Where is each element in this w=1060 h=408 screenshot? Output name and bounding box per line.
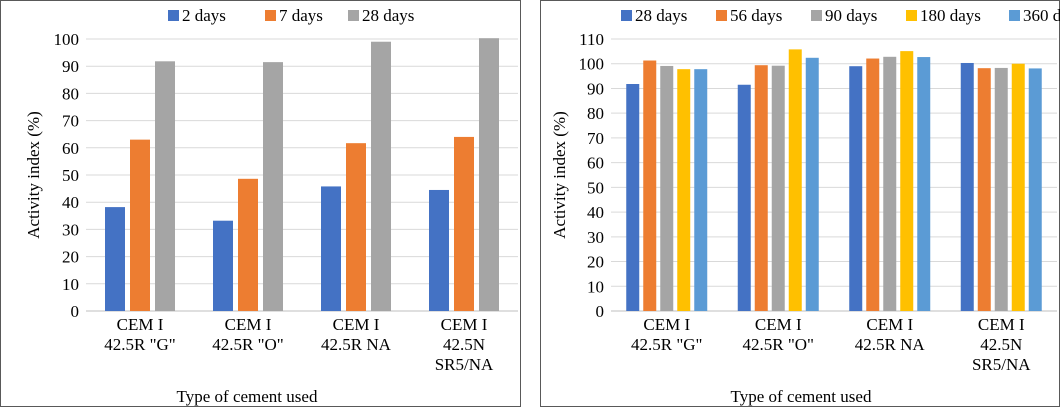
bar-7-days-4	[454, 136, 474, 311]
chart-svg-right: 0 10 20 30 40 50 60 70 80 90 100 110 CEM I 42.5R "G" C…	[550, 6, 1060, 406]
legend-swatch	[1009, 10, 1020, 21]
x-tick-label: CEM I 42.5R NA	[855, 315, 926, 354]
legend-swatch	[168, 10, 179, 21]
bar-2-days-2	[213, 220, 233, 311]
bar-360-days-3	[917, 57, 931, 312]
bar-2-days-1	[105, 207, 125, 311]
x-axis-label: Type of cement used	[731, 387, 872, 406]
y-tick-label: 30	[62, 220, 79, 239]
y-tick-label: 80	[62, 84, 79, 103]
y-tick-label: 100	[579, 55, 605, 74]
legend-swatch	[811, 10, 822, 21]
bar-56-days-1	[643, 60, 657, 311]
bar-180-days-1	[677, 69, 691, 312]
legend-label: 2 days	[182, 6, 226, 25]
y-tick-label: 60	[62, 139, 79, 158]
legend-label: 90 days	[825, 6, 877, 25]
bar-360-days-4	[1028, 68, 1042, 312]
bar-7-days-3	[346, 143, 366, 311]
x-tick-label: CEM I 42.5N SR5/NA	[972, 315, 1031, 374]
y-tick-label: 90	[587, 79, 604, 98]
bar-56-days-2	[754, 65, 768, 311]
legend-swatch	[906, 10, 917, 21]
y-tick-label: 10	[62, 275, 79, 294]
bar-56-days-4	[977, 68, 991, 311]
bar-7-days-1	[130, 139, 150, 311]
y-tick-label: 20	[62, 248, 79, 267]
bar-28-days-4	[479, 38, 499, 312]
y-tick-label: 60	[587, 154, 604, 173]
y-tick-label: 70	[587, 129, 604, 148]
y-tick-label: 20	[587, 253, 604, 272]
legend-swatch	[716, 10, 727, 21]
legend-label: 360 days	[1023, 6, 1060, 25]
bar-90-days-3	[883, 56, 897, 311]
bar-2-days-4	[429, 189, 449, 311]
bar-7-days-2	[238, 178, 258, 311]
legend-swatch	[348, 10, 359, 21]
y-tick-label: 80	[587, 104, 604, 123]
bar-28-days-2	[263, 62, 283, 312]
bar-180-days-4	[1011, 63, 1025, 312]
y-tick-label: 50	[62, 166, 79, 185]
x-axis-label: Type of cement used	[177, 387, 318, 406]
chart-panel-left: 0 10 20 30 40 50 60 70 80 90 100 CEM I 42.5R "G" CEM …	[0, 0, 521, 407]
bar-28-days-4	[960, 62, 974, 311]
x-tick-label: CEM I 42.5R "G"	[631, 315, 703, 354]
x-tick-label: CEM I 42.5N SR5/NA	[435, 315, 494, 374]
legend-swatch	[265, 10, 276, 21]
bar-360-days-2	[805, 57, 819, 312]
legend-label: 7 days	[279, 6, 323, 25]
bar-28-days-1	[155, 61, 175, 311]
x-tick-label: CEM I 42.5R "O"	[743, 315, 815, 354]
x-tick-label: CEM I 42.5R NA	[321, 315, 392, 354]
legend-label: 28 days	[362, 6, 414, 25]
bar-28-days-3	[371, 41, 391, 311]
chart-panel-right: 0 10 20 30 40 50 60 70 80 90 100 110 CEM I 42.5R "G" C…	[540, 0, 1060, 407]
y-tick-label: 50	[587, 178, 604, 197]
y-tick-label: 30	[587, 228, 604, 247]
chart-svg-left: 0 10 20 30 40 50 60 70 80 90 100 CEM I 42.5R "G" CEM …	[24, 6, 518, 406]
y-tick-label: 40	[62, 193, 79, 212]
x-tick-label: CEM I 42.5R "O"	[212, 315, 284, 354]
y-tick-label: 40	[587, 203, 604, 222]
y-tick-label: 0	[596, 302, 605, 321]
y-axis-label: Activity index (%)	[24, 111, 43, 238]
bar-28-days-2	[737, 84, 751, 311]
y-tick-label: 100	[54, 30, 80, 49]
y-tick-label: 90	[62, 57, 79, 76]
y-tick-label: 0	[71, 302, 80, 321]
bar-2-days-3	[321, 186, 341, 311]
bar-56-days-3	[866, 58, 880, 311]
y-tick-label: 10	[587, 277, 604, 296]
y-axis-label: Activity index (%)	[550, 111, 569, 238]
legend-label: 180 days	[920, 6, 981, 25]
bar-180-days-2	[788, 49, 802, 311]
bar-360-days-1	[694, 69, 708, 312]
bar-90-days-2	[771, 65, 785, 312]
bar-90-days-4	[994, 67, 1008, 311]
bar-28-days-1	[626, 84, 640, 312]
legend-label: 56 days	[730, 6, 782, 25]
bar-180-days-3	[900, 51, 914, 311]
legend-label: 28 days	[635, 6, 687, 25]
y-tick-label: 110	[579, 30, 604, 49]
bar-90-days-1	[660, 65, 674, 311]
legend-swatch	[621, 10, 632, 21]
x-tick-label: CEM I 42.5R "G"	[104, 315, 176, 354]
y-tick-label: 70	[62, 112, 79, 131]
bar-28-days-3	[849, 66, 863, 311]
